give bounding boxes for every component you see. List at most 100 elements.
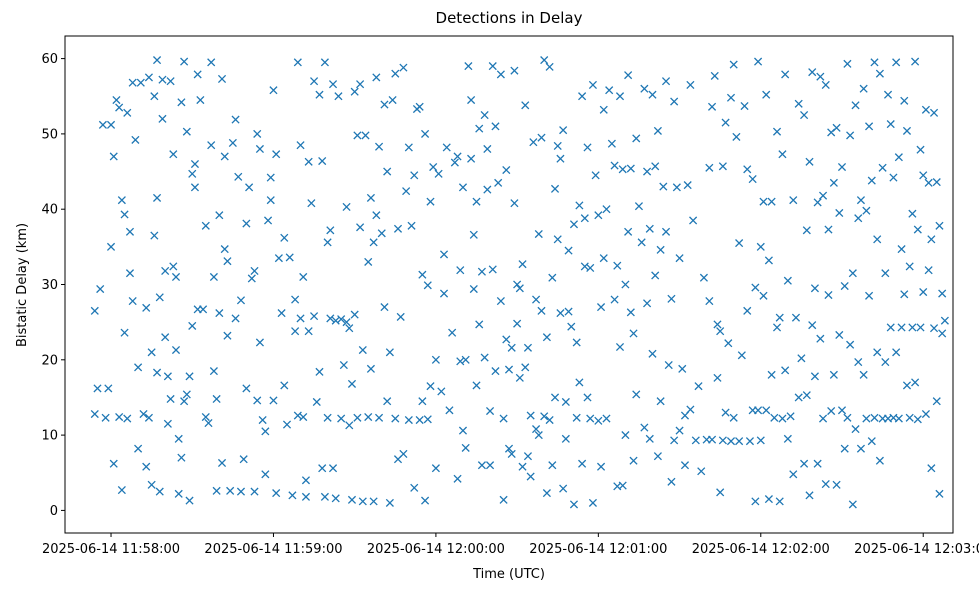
data-point — [856, 444, 866, 453]
data-point — [778, 150, 787, 159]
data-point — [488, 265, 497, 274]
data-point — [919, 287, 928, 297]
data-point — [404, 143, 413, 152]
data-point — [280, 233, 289, 242]
data-point — [350, 310, 359, 319]
data-point — [215, 309, 224, 318]
data-point — [759, 291, 768, 300]
data-point — [927, 235, 936, 244]
data-point — [96, 284, 105, 294]
data-point — [670, 97, 679, 106]
data-point — [106, 120, 116, 129]
data-point — [569, 220, 579, 229]
data-point — [824, 225, 833, 234]
data-point — [754, 406, 763, 415]
data-point — [575, 378, 584, 387]
data-point — [837, 406, 847, 415]
data-point — [125, 227, 135, 236]
data-point — [916, 323, 925, 332]
data-point — [204, 418, 213, 428]
data-point — [315, 367, 324, 376]
data-point — [913, 225, 922, 234]
data-point — [534, 431, 543, 440]
data-point — [648, 349, 657, 358]
data-point — [469, 230, 478, 239]
data-point — [215, 211, 224, 220]
data-point — [900, 96, 909, 105]
data-point — [250, 487, 259, 496]
data-point — [648, 90, 657, 99]
data-point — [564, 246, 573, 255]
data-point — [499, 414, 508, 423]
data-point — [296, 141, 305, 150]
data-point — [212, 394, 221, 404]
data-point — [840, 444, 849, 453]
data-point — [767, 370, 776, 379]
data-point — [699, 273, 708, 282]
data-point — [594, 416, 603, 425]
data-point — [217, 74, 227, 83]
data-point — [764, 495, 773, 504]
data-point — [867, 176, 876, 185]
data-point — [504, 365, 514, 374]
data-point — [364, 412, 373, 422]
data-point — [540, 56, 549, 65]
data-point — [523, 452, 533, 461]
data-point — [859, 370, 868, 379]
data-point — [637, 238, 646, 247]
data-point — [144, 73, 153, 82]
data-point — [502, 165, 511, 175]
x-tick-label: 2025-06-14 12:00:00 — [367, 542, 505, 557]
data-point — [678, 364, 687, 373]
data-point — [791, 313, 801, 322]
data-point — [705, 297, 714, 306]
data-point — [147, 480, 156, 489]
data-point — [383, 167, 392, 176]
data-point — [115, 412, 124, 422]
data-point — [293, 58, 302, 67]
data-point — [380, 100, 389, 109]
data-point — [523, 343, 533, 352]
data-point — [220, 245, 229, 254]
data-point — [142, 303, 151, 312]
data-point — [513, 319, 522, 328]
x-tick-label: 2025-06-14 12:01:00 — [529, 542, 667, 557]
data-point — [431, 464, 440, 473]
data-point — [128, 297, 137, 306]
data-point — [461, 443, 470, 452]
data-point — [772, 127, 782, 136]
data-point — [485, 461, 495, 470]
data-point — [231, 314, 240, 323]
data-point — [856, 196, 866, 205]
data-point — [507, 449, 516, 458]
data-point — [564, 307, 573, 316]
data-point — [694, 382, 703, 391]
data-point — [919, 171, 928, 180]
data-point — [775, 313, 784, 322]
data-point — [255, 144, 264, 154]
data-point — [618, 481, 627, 490]
data-point — [569, 500, 579, 509]
data-point — [158, 75, 167, 84]
data-point — [854, 214, 863, 223]
data-point — [423, 281, 432, 290]
data-point — [477, 267, 486, 276]
data-point — [599, 105, 608, 114]
data-point — [716, 327, 725, 336]
data-point — [456, 266, 465, 275]
x-axis-ticks: 2025-06-14 11:58:00 2025-06-14 11:59:00 20… — [42, 533, 979, 557]
data-point — [661, 227, 671, 236]
data-point — [878, 163, 887, 172]
data-point — [312, 397, 321, 407]
data-point — [705, 163, 714, 172]
data-point — [418, 397, 427, 406]
data-point — [491, 367, 500, 376]
y-tick-label: 20 — [41, 353, 58, 368]
data-point — [461, 355, 470, 364]
data-point — [843, 413, 852, 422]
data-point — [144, 413, 153, 422]
data-point — [643, 299, 652, 308]
data-point — [253, 129, 262, 138]
data-point — [90, 409, 99, 419]
data-point — [911, 378, 920, 387]
